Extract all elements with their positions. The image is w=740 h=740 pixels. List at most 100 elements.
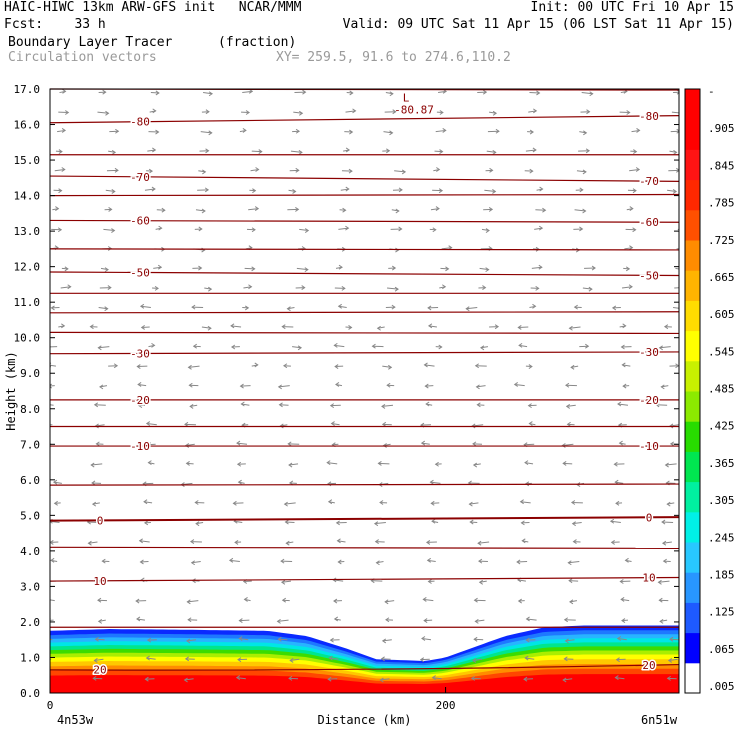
circulation-vector <box>382 639 392 642</box>
circulation-vector <box>153 266 162 269</box>
circulation-vector-head <box>579 226 584 232</box>
circulation-vector-head <box>333 598 338 604</box>
circulation-vector <box>234 520 243 523</box>
circulation-vector-head <box>423 618 428 623</box>
circulation-vector-head <box>429 479 434 485</box>
circulation-vector-head <box>99 384 104 390</box>
circulation-vector <box>438 90 447 94</box>
colorbar-segment <box>685 119 700 150</box>
circulation-vector-head <box>622 323 627 329</box>
isotherm-line--30 <box>49 351 680 355</box>
circulation-vector-head <box>657 579 662 585</box>
circulation-vector <box>95 424 105 427</box>
circulation-vector-head <box>585 148 591 154</box>
circulation-vector-head <box>348 325 353 330</box>
circulation-vector <box>514 383 525 387</box>
circulation-vector-head <box>281 324 286 330</box>
circulation-vector <box>615 481 624 484</box>
circulation-vector <box>526 618 537 621</box>
circulation-vector-head <box>254 362 259 368</box>
isotherm-line--70 <box>49 175 680 182</box>
circulation-vector <box>565 639 575 642</box>
circulation-vector-head <box>391 265 397 271</box>
circulation-vector-head <box>50 557 55 563</box>
circulation-vector <box>435 129 446 133</box>
isotherm-line <box>49 483 680 486</box>
circulation-vector-head <box>298 149 303 155</box>
circulation-vector-head <box>348 168 353 174</box>
circulation-vector-head <box>185 461 190 466</box>
circulation-vector-head <box>113 363 119 369</box>
circulation-vector-head <box>192 343 198 349</box>
circulation-vector-head <box>50 305 55 311</box>
field-units-label: (fraction) <box>218 35 297 50</box>
colorbar-segment <box>685 360 700 392</box>
colorbar-label: .365 <box>708 457 735 470</box>
circulation-vector-head <box>562 677 567 683</box>
circulation-vector-head <box>661 519 666 525</box>
circulation-vector-head <box>392 109 397 115</box>
circulation-vector <box>466 307 478 310</box>
circulation-vector-head <box>482 285 487 290</box>
colorbar-label: .245 <box>708 531 735 544</box>
circulation-vector-head <box>518 342 523 348</box>
circulation-vector-head <box>143 499 148 505</box>
isotherm-label-left: 10 <box>93 575 106 588</box>
x-end-label: 6n51w <box>641 713 678 727</box>
isotherm-line-10 <box>49 576 680 582</box>
circulation-vector <box>374 521 386 525</box>
circulation-vector-head <box>198 226 203 232</box>
circulation-vector <box>241 403 250 406</box>
circulation-vector-head <box>55 206 60 212</box>
circulation-vector-head <box>151 342 156 348</box>
circulation-vector-head <box>105 110 110 116</box>
tracer-band-11 <box>50 674 679 693</box>
circulation-vector-head <box>586 109 591 115</box>
circulation-vector-head <box>289 658 294 663</box>
circulation-vector-head <box>613 461 618 467</box>
circulation-vector-head <box>478 579 484 585</box>
circulation-vector-head <box>391 304 396 310</box>
circulation-vector <box>236 442 248 445</box>
circulation-vector-head <box>278 402 283 408</box>
circulation-vector-head <box>284 519 289 525</box>
circulation-vector-head <box>202 169 207 175</box>
circulation-vector-head <box>569 599 574 605</box>
circulation-vector-head <box>258 149 263 154</box>
circulation-vector-head <box>238 618 243 623</box>
circulation-vector <box>188 365 200 368</box>
circulation-vector <box>631 129 640 133</box>
circulation-vector-head <box>680 111 683 115</box>
circulation-vector-head <box>329 637 334 643</box>
circulation-vector-head <box>326 460 331 466</box>
colorbar-segment <box>685 391 700 422</box>
circulation-vector-head <box>381 638 387 644</box>
circulation-vector-head <box>524 460 529 466</box>
y-tick-label: 7.0 <box>20 438 40 451</box>
colorbar-segment <box>685 632 700 664</box>
circulation-vector-head <box>474 363 480 369</box>
y-tick-label: 16.0 <box>14 119 41 132</box>
circulation-vector-head <box>386 148 391 154</box>
circulation-vector-head <box>659 618 664 624</box>
isotherm-label-right: -10 <box>639 440 659 453</box>
circulation-vector-head <box>97 345 102 351</box>
circulation-vector-head <box>208 91 213 97</box>
colorbar-label: .485 <box>708 383 735 396</box>
circulation-vector <box>562 443 574 446</box>
circulation-vector <box>472 424 484 427</box>
header-valid-time: Valid: 09 UTC Sat 11 Apr 15 (06 LST Sat … <box>342 17 734 32</box>
circulation-vector-head <box>144 676 149 682</box>
x-tick-label: 0 <box>47 699 54 712</box>
circulation-vector-head <box>513 382 518 387</box>
circulation-vector-head <box>138 538 143 544</box>
circulation-vector-head <box>539 186 544 192</box>
colorbar-label: .545 <box>708 345 735 358</box>
circulation-vector-head <box>104 267 109 273</box>
circulation-vector-head <box>579 187 584 193</box>
circulation-vector <box>669 424 679 427</box>
isotherm-line <box>49 311 680 314</box>
circulation-vector-head <box>342 207 347 213</box>
circulation-vector-head <box>146 637 152 643</box>
circulation-vector-head <box>676 89 679 95</box>
